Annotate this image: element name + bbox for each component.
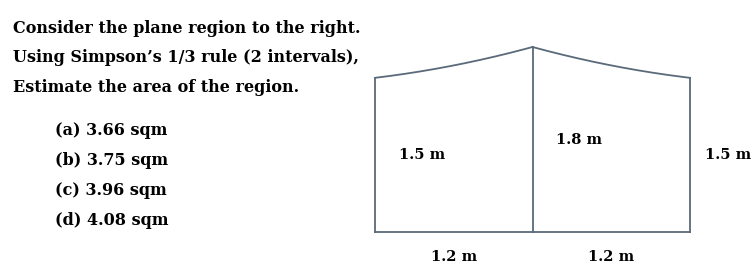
Text: Estimate the area of the region.: Estimate the area of the region.: [13, 79, 299, 96]
Text: 1.2 m: 1.2 m: [431, 250, 477, 264]
Text: 1.5 m: 1.5 m: [705, 148, 751, 162]
Text: (c) 3.96 sqm: (c) 3.96 sqm: [55, 182, 167, 199]
Text: (b) 3.75 sqm: (b) 3.75 sqm: [55, 152, 168, 169]
Text: Using Simpson’s 1/3 rule (2 intervals),: Using Simpson’s 1/3 rule (2 intervals),: [13, 49, 359, 66]
Text: 1.5 m: 1.5 m: [398, 148, 445, 162]
Text: (d) 4.08 sqm: (d) 4.08 sqm: [55, 212, 169, 229]
Text: (a) 3.66 sqm: (a) 3.66 sqm: [55, 122, 167, 139]
Text: Consider the plane region to the right.: Consider the plane region to the right.: [13, 20, 361, 37]
Text: 1.2 m: 1.2 m: [588, 250, 634, 264]
Text: 1.8 m: 1.8 m: [556, 132, 602, 147]
